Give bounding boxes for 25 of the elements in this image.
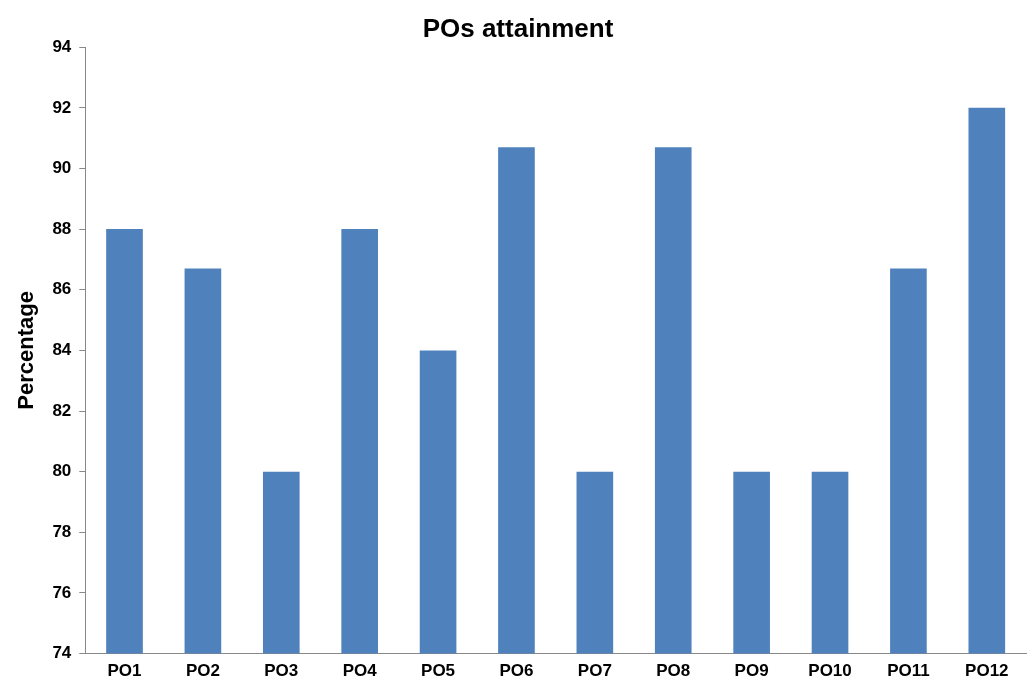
- x-tick-label: PO3: [264, 661, 299, 681]
- x-tick-label: PO5: [421, 661, 456, 681]
- x-tick-label: PO10: [808, 661, 852, 681]
- y-axis-title: Percentage: [13, 291, 39, 410]
- x-tick-label: PO11: [887, 661, 930, 681]
- y-tick-label: 80: [52, 461, 72, 481]
- y-tick-label: 86: [52, 279, 72, 299]
- y-tick-label: 78: [52, 522, 72, 542]
- x-tick-label: PO8: [656, 661, 691, 681]
- y-tick-label: 88: [52, 218, 72, 238]
- x-tick-label: PO1: [107, 661, 142, 681]
- x-tick-label: PO9: [734, 661, 769, 681]
- y-tick-label: 90: [52, 158, 72, 178]
- x-tick-label: PO12: [965, 661, 1009, 681]
- chart-title: POs attainment: [422, 12, 614, 43]
- y-tick-label: 92: [52, 97, 72, 117]
- y-tick-label: 76: [52, 582, 72, 602]
- y-tick-label: 82: [52, 400, 72, 420]
- x-tick-label: PO6: [499, 661, 534, 681]
- y-tick-label: 74: [52, 643, 72, 663]
- x-tick-label: PO2: [185, 661, 220, 681]
- y-tick-label: 84: [52, 340, 72, 360]
- x-tick-label: PO4: [342, 661, 378, 681]
- x-tick-label: PO7: [577, 661, 612, 681]
- y-tick-label: 94: [52, 36, 72, 56]
